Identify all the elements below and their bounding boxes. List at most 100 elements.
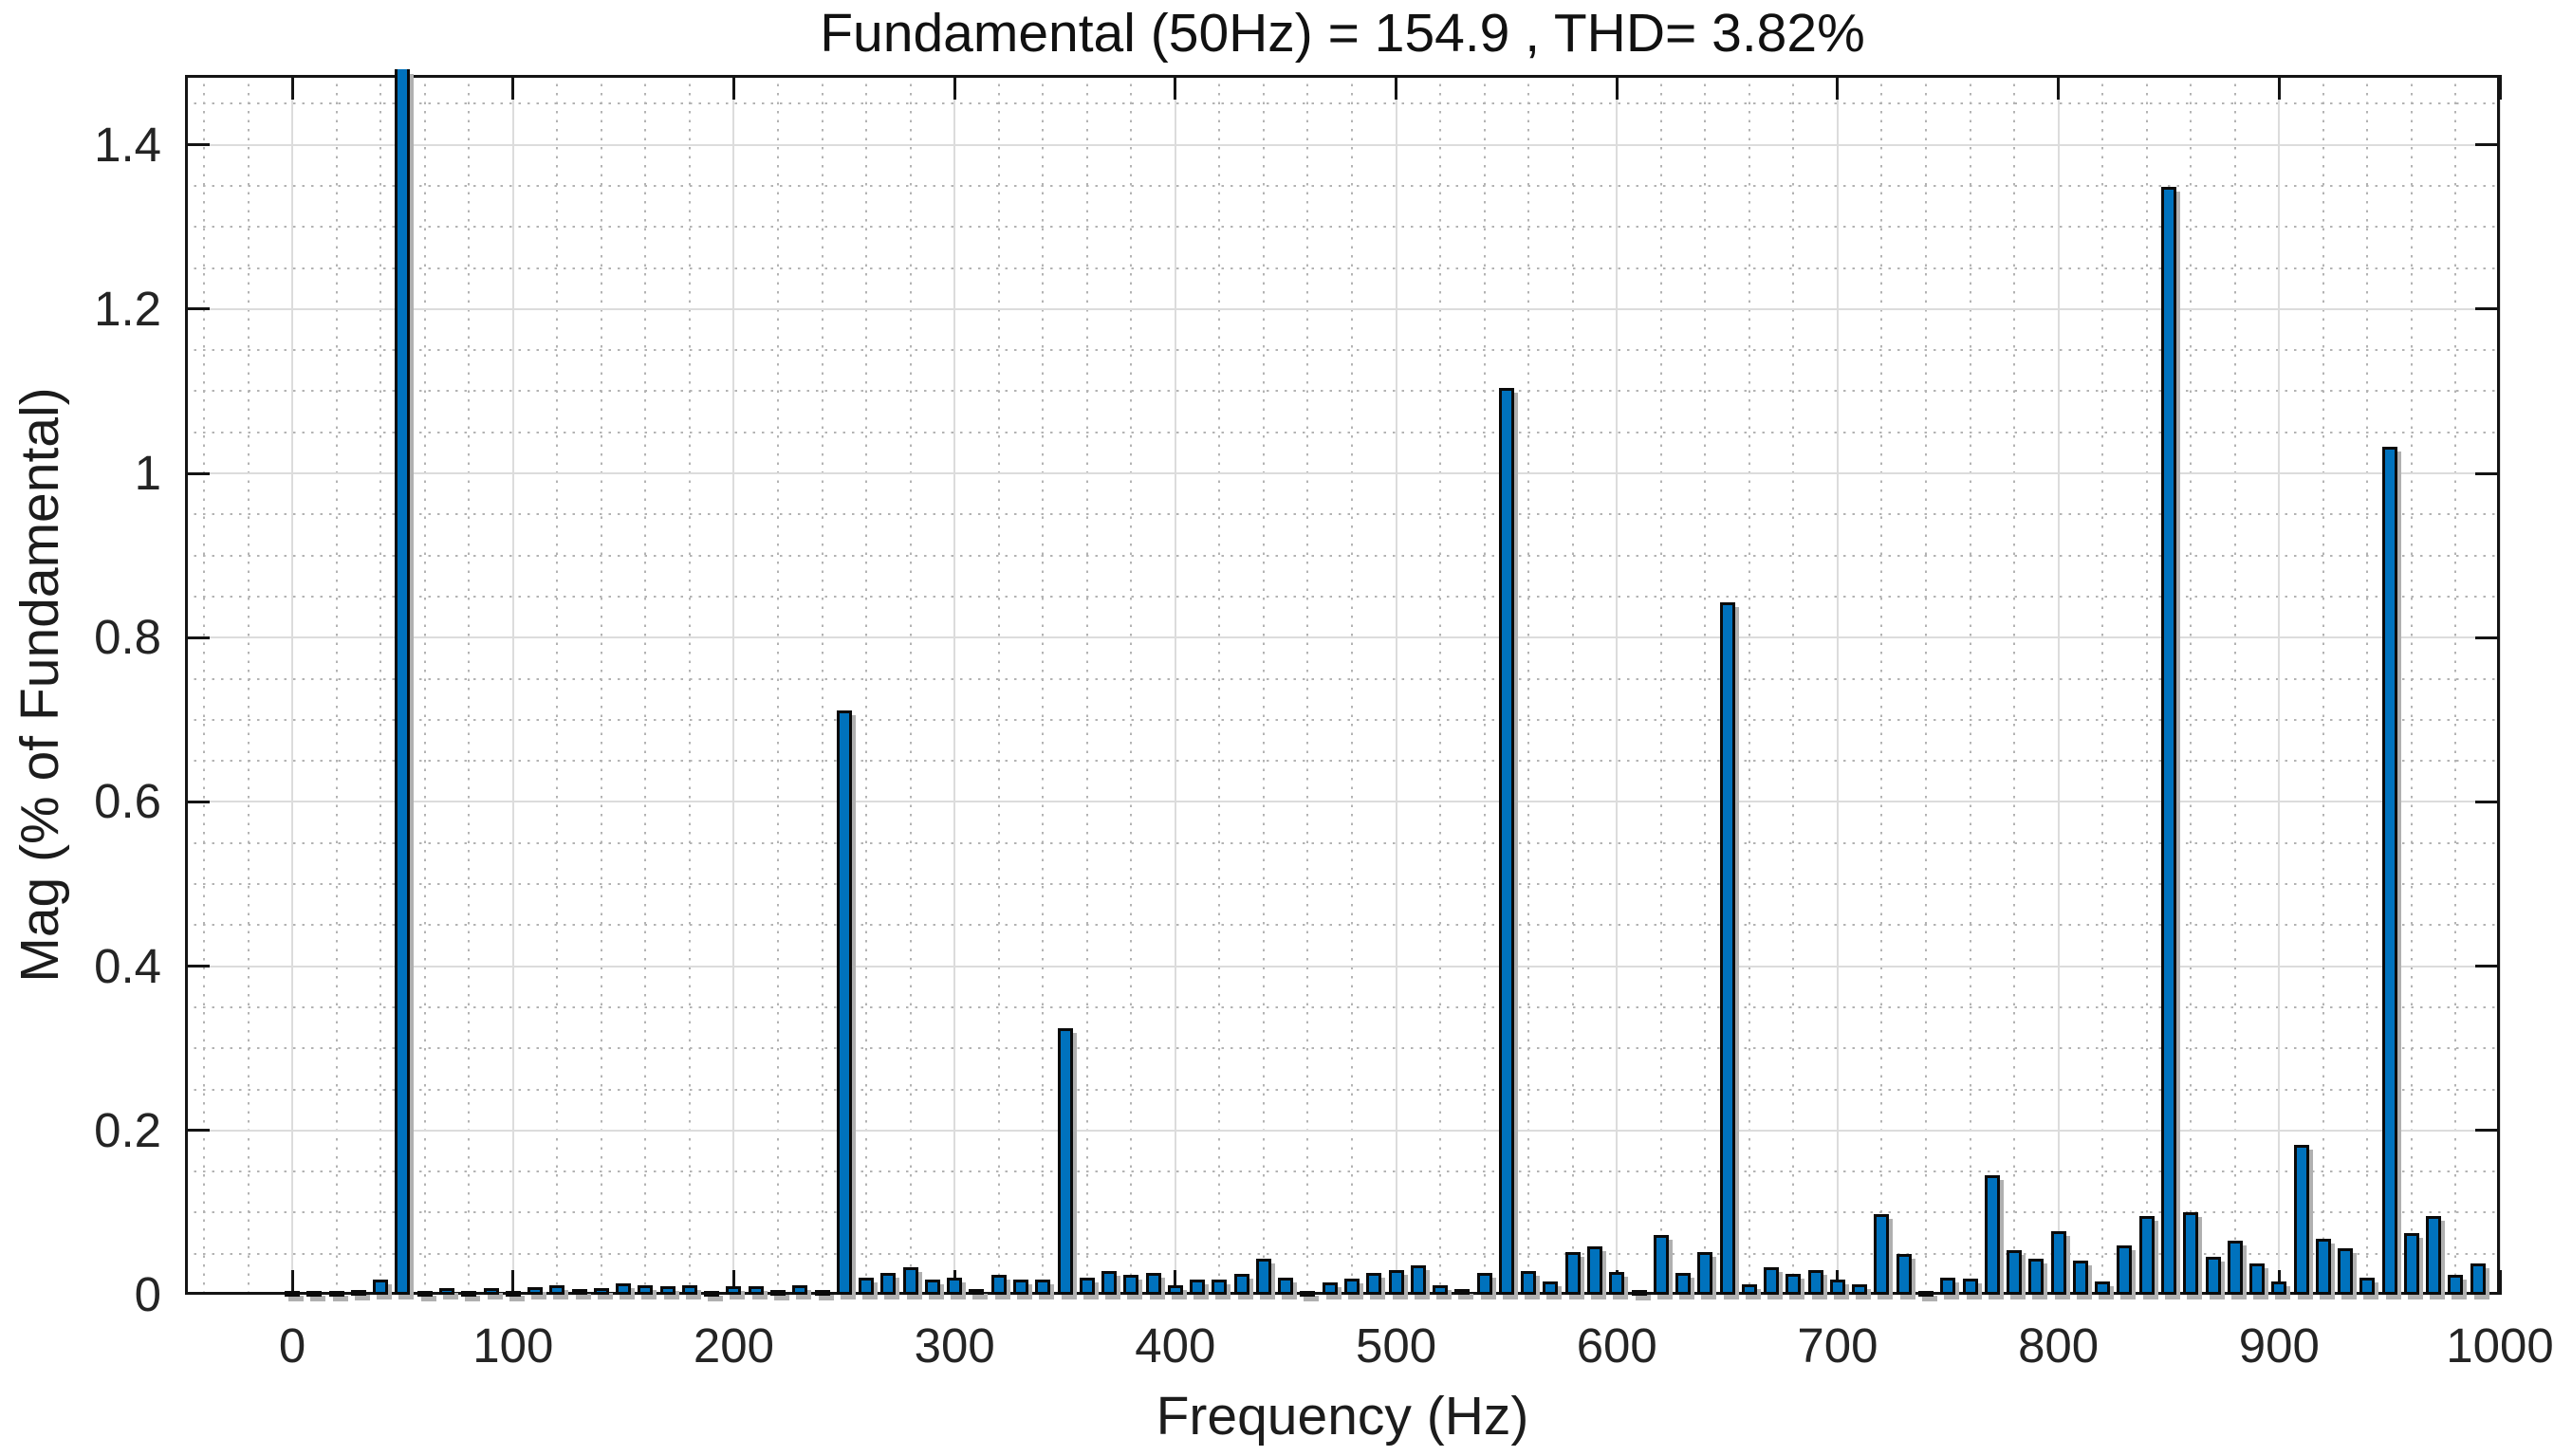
y-tick-label: 0 (134, 1267, 161, 1321)
x-axis-tick (731, 1270, 735, 1295)
x-minor-gridline (1527, 75, 1530, 1295)
x-tick-label: 0 (278, 1318, 306, 1373)
x-minor-gridline (1925, 75, 1927, 1295)
y-gridline (185, 636, 2500, 639)
harmonic-bar (505, 1291, 521, 1297)
x-minor-gridline (2101, 75, 2104, 1295)
x-tick-label: 300 (914, 1318, 995, 1373)
x-tick-label: 900 (2238, 1318, 2320, 1373)
x-minor-gridline (1571, 75, 1574, 1295)
y-minor-gridline (185, 390, 2500, 393)
harmonic-bar (1984, 1175, 2000, 1295)
x-minor-gridline (1483, 75, 1486, 1295)
harmonic-bar (1057, 1027, 1073, 1295)
y-axis-tick-right (2475, 965, 2500, 968)
harmonic-bar (1586, 1245, 1602, 1295)
harmonic-bar (1433, 1285, 1449, 1295)
y-minor-gridline (185, 883, 2500, 885)
x-axis-tick-top (1836, 75, 1840, 100)
harmonic-bar (593, 1288, 609, 1295)
x-minor-gridline (2013, 75, 2016, 1295)
x-minor-gridline (2410, 75, 2413, 1295)
harmonic-bar (1697, 1251, 1713, 1295)
y-axis-tick-right (2475, 636, 2500, 639)
harmonic-bar (1388, 1270, 1404, 1295)
harmonic-bar (527, 1287, 544, 1295)
x-minor-gridline (1130, 75, 1133, 1295)
x-minor-gridline (1969, 75, 1971, 1295)
x-axis-label: Frequency (Hz) (1156, 1386, 1529, 1447)
y-gridline (185, 307, 2500, 310)
x-minor-gridline (688, 75, 691, 1295)
x-tick-label: 1000 (2446, 1318, 2554, 1373)
harmonic-bar (416, 1290, 433, 1297)
y-minor-gridline (185, 1005, 2500, 1008)
harmonic-bar (1190, 1279, 1206, 1295)
x-axis-tick-top (290, 75, 294, 100)
y-tick-label: 1 (134, 446, 161, 500)
x-minor-gridline (777, 75, 779, 1295)
y-minor-gridline (185, 595, 2500, 598)
x-gridline (1616, 75, 1619, 1295)
harmonic-bar (902, 1266, 918, 1295)
y-tick-label: 0.6 (94, 774, 161, 829)
y-axis-tick (185, 143, 210, 147)
x-axis-tick-top (2277, 75, 2281, 100)
y-minor-gridline (185, 841, 2500, 844)
x-axis-tick (290, 1270, 294, 1295)
harmonic-bar (2072, 1260, 2088, 1295)
harmonic-bar (726, 1286, 742, 1295)
y-minor-gridline (185, 102, 2500, 105)
x-minor-gridline (423, 75, 426, 1295)
harmonic-bar (947, 1277, 963, 1295)
harmonic-bar (1940, 1277, 1956, 1295)
harmonic-bar (1741, 1283, 1757, 1295)
x-gridline (291, 75, 294, 1295)
y-axis-tick-right (2475, 307, 2500, 311)
y-axis-tick-right (2475, 143, 2500, 147)
x-gridline (2278, 75, 2281, 1295)
y-axis-tick (185, 800, 210, 803)
x-minor-gridline (335, 75, 338, 1295)
y-axis-tick-right (2475, 1129, 2500, 1133)
harmonic-bar (2117, 1245, 2133, 1295)
harmonic-bar (1212, 1280, 1228, 1295)
harmonic-bar (438, 1288, 454, 1295)
harmonic-bar (1300, 1291, 1316, 1297)
harmonic-bar (483, 1288, 499, 1295)
harmonic-bar (1233, 1274, 1249, 1295)
harmonic-bar (2293, 1145, 2309, 1295)
x-gridline (2499, 75, 2501, 1295)
x-minor-gridline (1439, 75, 1442, 1295)
harmonic-bar (461, 1290, 477, 1297)
harmonic-bar (1410, 1264, 1426, 1295)
x-minor-gridline (1218, 75, 1221, 1295)
y-minor-gridline (185, 184, 2500, 187)
harmonic-bar (2007, 1250, 2023, 1295)
y-tick-label: 0.8 (94, 610, 161, 665)
harmonic-bar (792, 1284, 808, 1295)
harmonic-bar (924, 1280, 940, 1295)
harmonic-bar (1476, 1273, 1492, 1295)
harmonic-bar (1454, 1288, 1471, 1295)
x-minor-gridline (997, 75, 1000, 1295)
x-tick-label: 400 (1135, 1318, 1216, 1373)
harmonic-bar (2227, 1240, 2243, 1295)
harmonic-bar (836, 710, 852, 1295)
x-tick-label: 100 (472, 1318, 554, 1373)
harmonic-bar (2403, 1233, 2419, 1295)
x-gridline (732, 75, 735, 1295)
x-tick-label: 200 (693, 1318, 775, 1373)
harmonic-bar (1962, 1278, 1978, 1295)
x-gridline (1395, 75, 1397, 1295)
x-tick-label: 800 (2018, 1318, 2100, 1373)
harmonic-bar (1035, 1280, 1051, 1295)
y-minor-gridline (185, 760, 2500, 763)
harmonic-bar (1874, 1214, 1890, 1295)
harmonic-bar (2271, 1281, 2287, 1295)
y-axis-tick (185, 307, 210, 311)
y-minor-gridline (185, 1170, 2500, 1173)
harmonic-bar (1322, 1282, 1338, 1295)
harmonic-bar (1829, 1279, 1845, 1295)
